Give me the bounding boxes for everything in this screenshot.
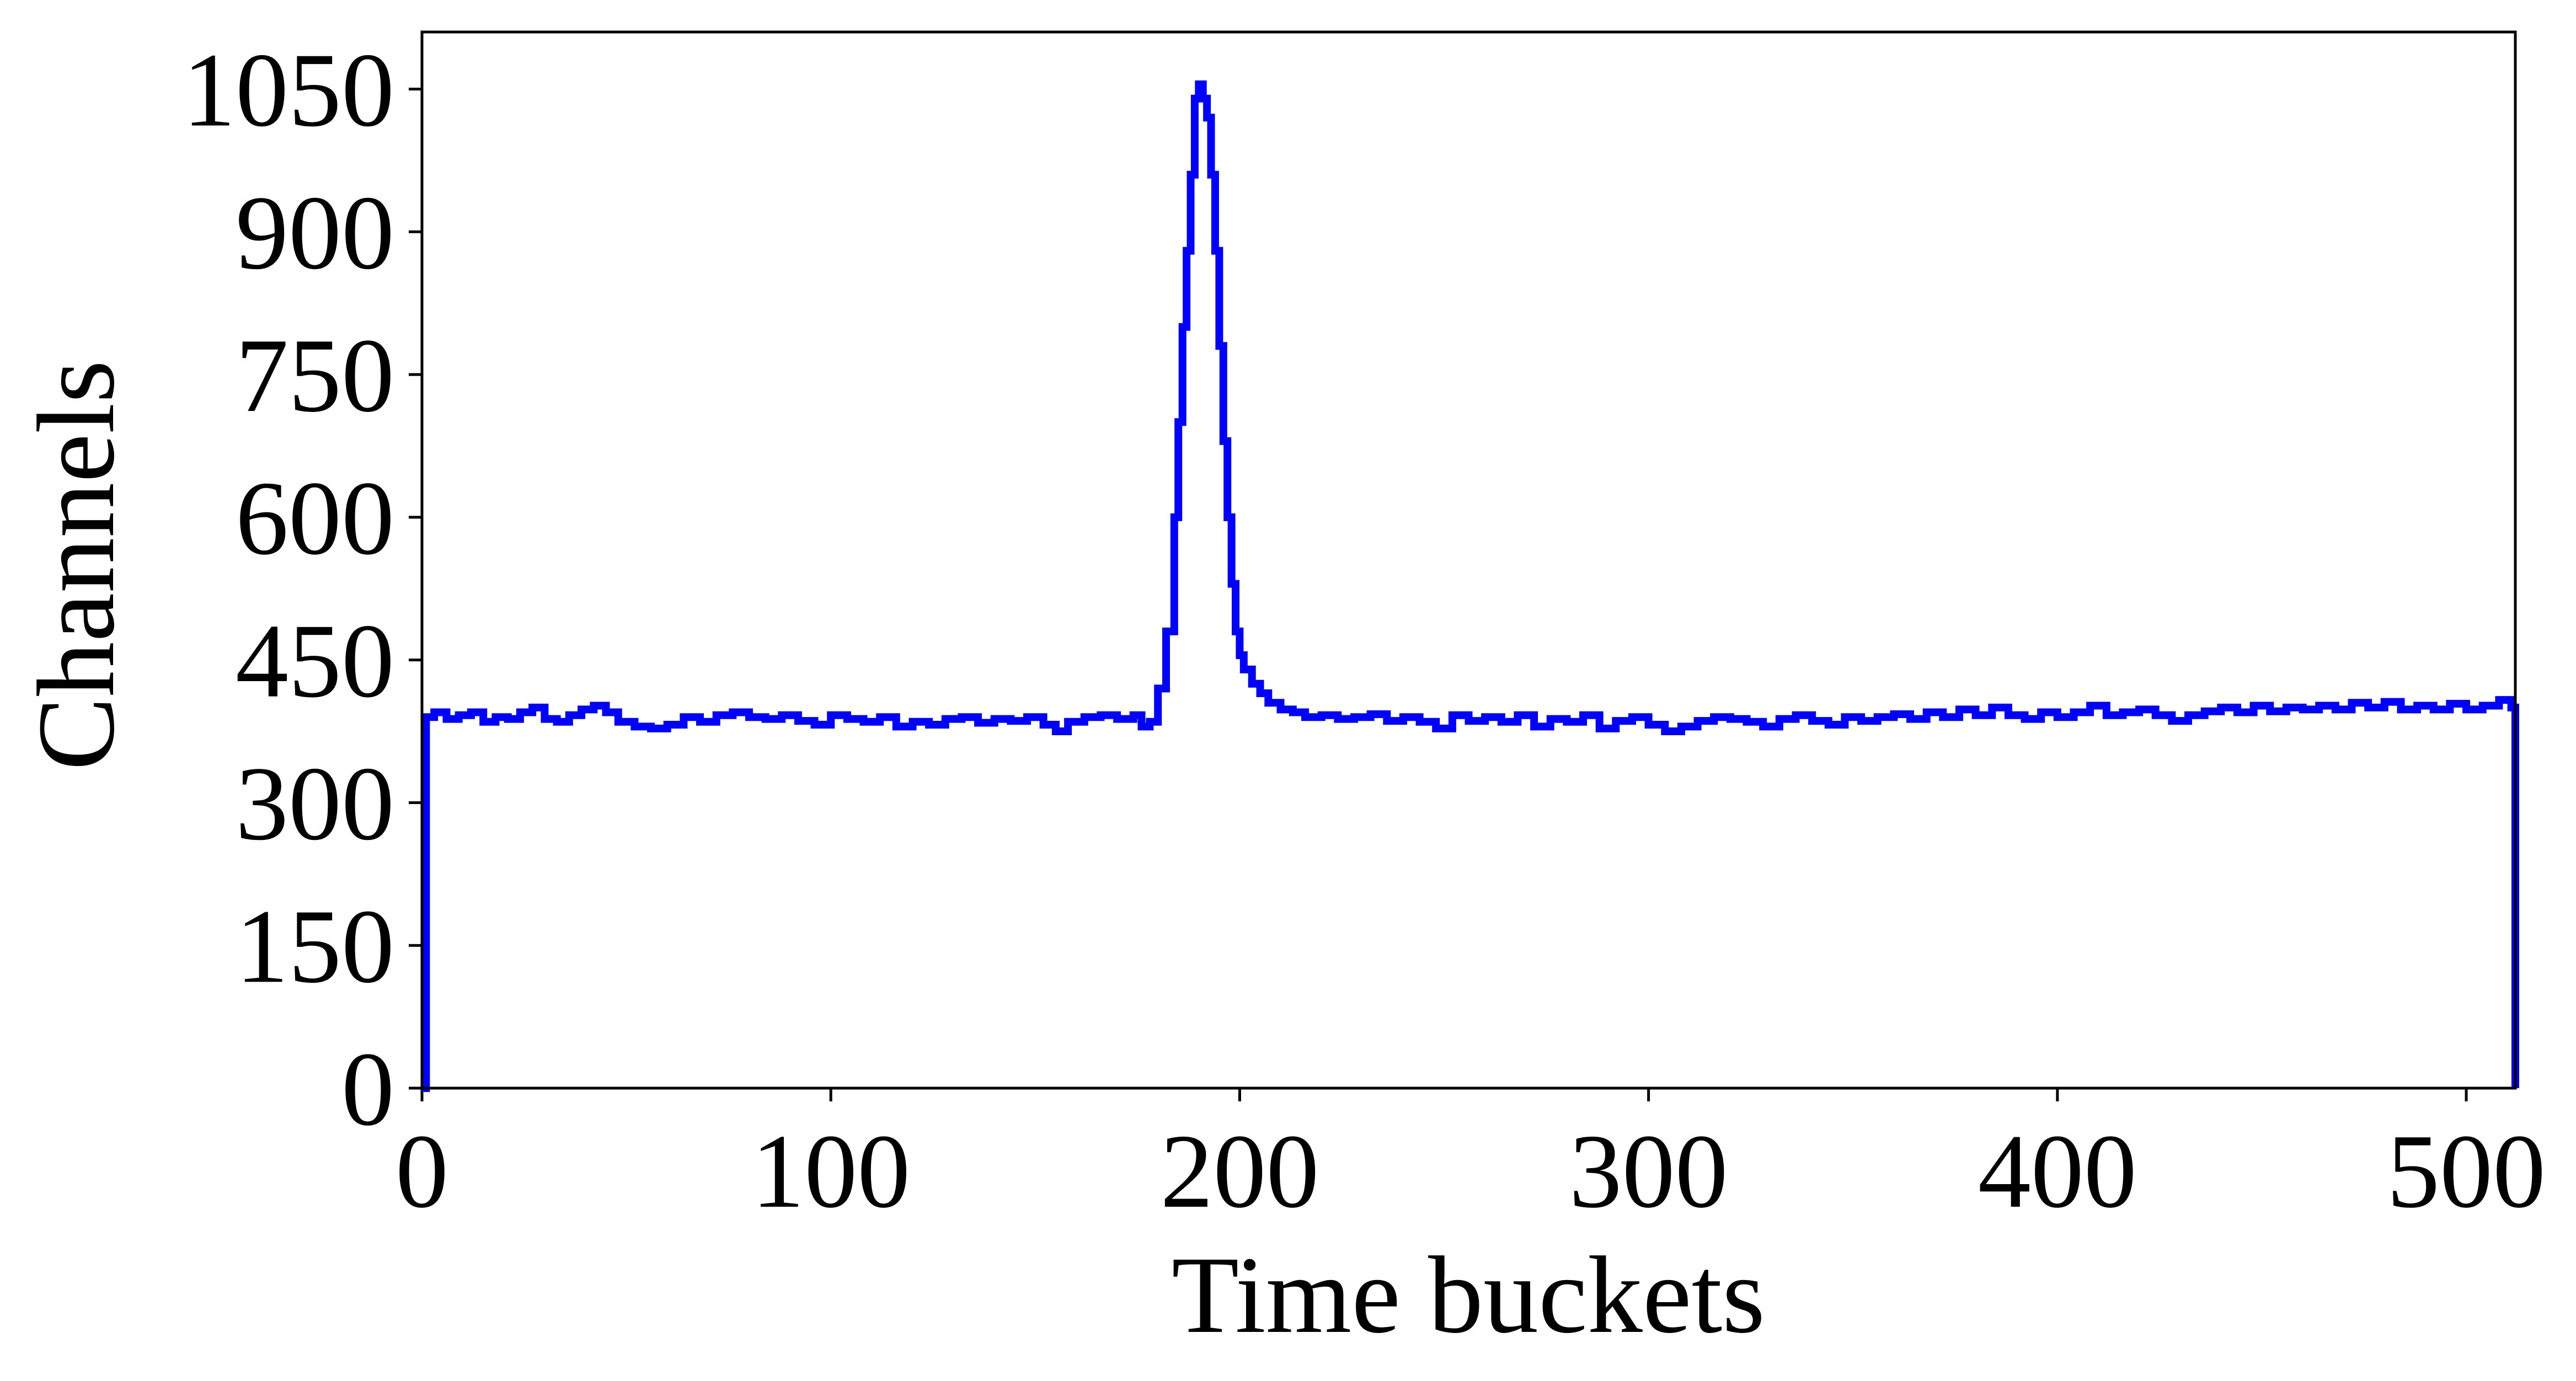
- x-axis-title: Time buckets: [1172, 1234, 1765, 1356]
- x-tick-label: 400: [1978, 1112, 2137, 1230]
- x-tick-label: 100: [751, 1112, 910, 1230]
- x-tick-label: 500: [2387, 1112, 2546, 1230]
- y-tick-label: 0: [341, 1030, 394, 1148]
- y-axis: 0 150 300 450 600 750 900 1050: [183, 31, 422, 1148]
- x-axis: 0 100 200 300 400 500: [396, 1088, 2546, 1230]
- x-tick-label: 200: [1160, 1112, 1319, 1230]
- plot-frame: [420, 30, 2517, 1090]
- y-tick-label: 300: [236, 745, 394, 862]
- x-tick-label: 300: [1569, 1112, 1728, 1230]
- y-tick-label: 150: [236, 887, 394, 1005]
- y-tick-label: 600: [236, 459, 394, 577]
- y-tick-label: 1050: [183, 31, 394, 149]
- y-tick-label: 900: [236, 174, 394, 291]
- y-tick-label: 750: [236, 317, 394, 434]
- x-tick-label: 0: [396, 1112, 448, 1230]
- series-line: [422, 80, 2519, 1092]
- y-axis-title-group: Channels: [15, 360, 137, 770]
- y-axis-title: Channels: [15, 360, 137, 770]
- y-tick-label: 450: [236, 602, 394, 720]
